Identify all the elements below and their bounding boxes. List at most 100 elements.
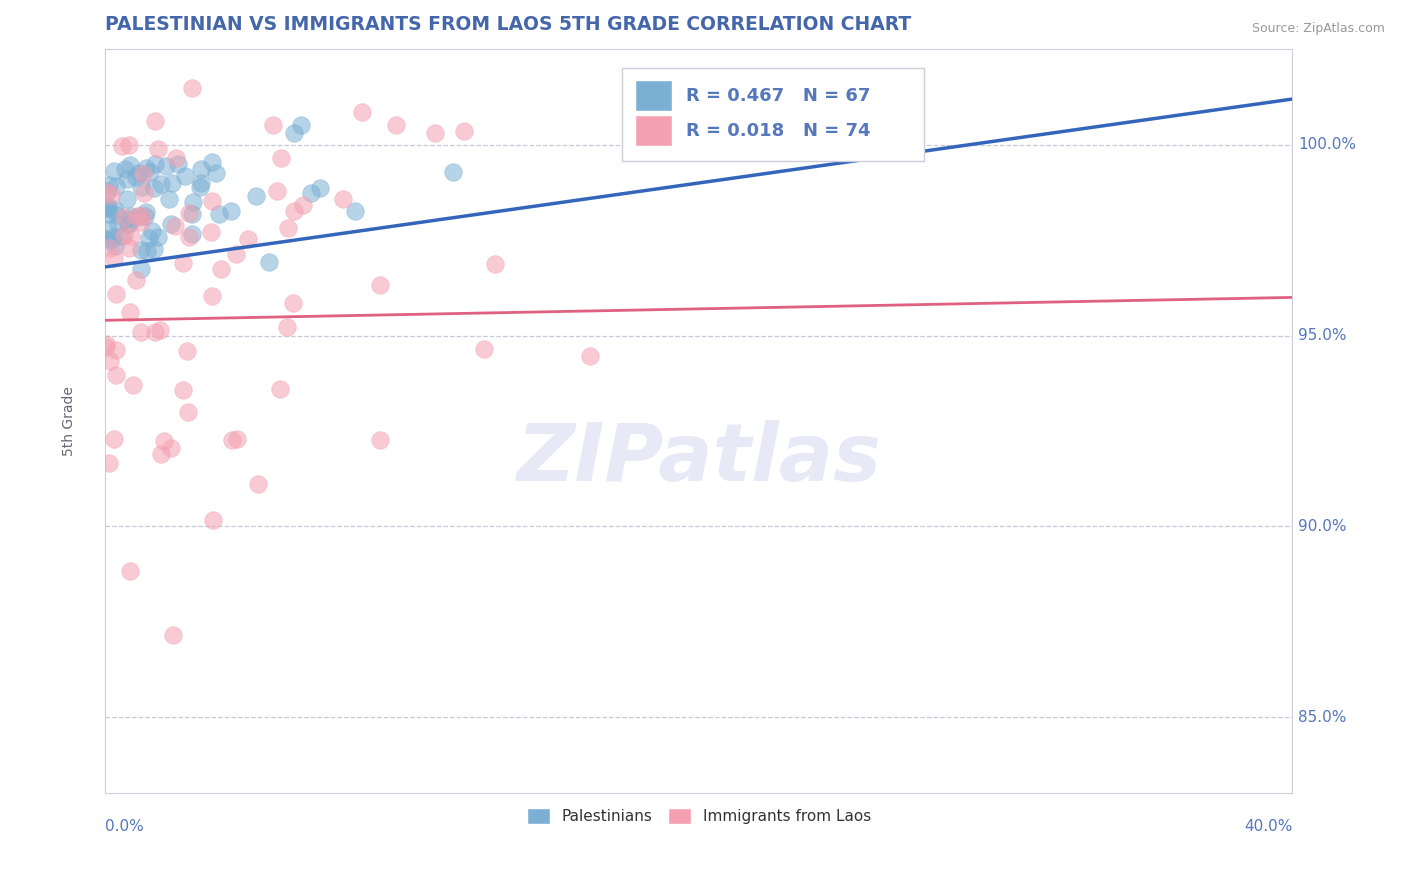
Point [121, 212, 143, 227]
Point [96, 186, 118, 200]
Point [200, 194, 222, 208]
Point [107, 217, 129, 231]
Point [104, 368, 127, 383]
Text: 95.0%: 95.0% [1298, 328, 1347, 343]
Point [120, 305, 142, 319]
Point [167, 156, 190, 170]
Point [135, 161, 157, 175]
Point [201, 289, 224, 303]
Text: 0.0%: 0.0% [105, 820, 145, 834]
Point [127, 209, 149, 223]
Point [183, 195, 205, 210]
Point [205, 166, 228, 180]
Point [98, 207, 121, 221]
Point [118, 242, 141, 256]
Point [160, 217, 183, 231]
Text: PALESTINIAN VS IMMIGRANTS FROM LAOS 5TH GRADE CORRELATION CHART: PALESTINIAN VS IMMIGRANTS FROM LAOS 5TH … [105, 15, 911, 34]
Point [157, 192, 180, 206]
Point [117, 217, 139, 231]
Point [266, 184, 288, 198]
Point [131, 214, 153, 228]
Point [96, 202, 118, 216]
Point [290, 118, 312, 132]
Point [153, 434, 176, 448]
Point [201, 155, 224, 169]
Point [259, 254, 281, 268]
FancyBboxPatch shape [636, 116, 672, 146]
Point [180, 227, 202, 241]
Point [350, 105, 373, 120]
Point [125, 273, 148, 287]
Point [173, 169, 195, 184]
Point [134, 209, 156, 223]
Point [179, 230, 201, 244]
Point [110, 138, 132, 153]
Point [103, 432, 125, 446]
FancyBboxPatch shape [621, 68, 925, 161]
Point [111, 228, 134, 243]
Point [131, 325, 153, 339]
Text: Source: ZipAtlas.com: Source: ZipAtlas.com [1251, 22, 1385, 36]
Point [181, 80, 204, 95]
Point [472, 343, 495, 357]
Point [143, 326, 166, 340]
Point [281, 295, 304, 310]
Point [177, 206, 200, 220]
Point [262, 118, 284, 132]
Point [177, 404, 200, 418]
Point [98, 353, 121, 368]
FancyBboxPatch shape [636, 81, 672, 112]
Point [579, 349, 602, 363]
Point [136, 244, 159, 258]
Text: ZIPatlas: ZIPatlas [516, 419, 882, 498]
Point [134, 186, 156, 201]
Point [96, 340, 118, 354]
Point [97, 456, 120, 470]
Point [209, 261, 232, 276]
Point [100, 241, 122, 255]
Point [118, 158, 141, 172]
Point [368, 433, 391, 447]
Point [159, 442, 181, 456]
Point [118, 137, 141, 152]
Text: R = 0.018   N = 74: R = 0.018 N = 74 [686, 122, 870, 140]
Point [180, 207, 202, 221]
Point [343, 203, 366, 218]
Point [484, 257, 506, 271]
Point [149, 323, 172, 337]
Point [368, 277, 391, 292]
Point [201, 513, 224, 527]
Point [142, 181, 165, 195]
Point [219, 203, 242, 218]
Point [120, 564, 142, 578]
Point [190, 161, 212, 176]
Point [128, 165, 150, 179]
Point [200, 225, 222, 239]
Point [141, 223, 163, 237]
Point [129, 243, 152, 257]
Point [94, 202, 117, 216]
Point [385, 118, 408, 132]
Point [115, 192, 138, 206]
Point [283, 204, 305, 219]
Point [155, 160, 177, 174]
Point [103, 230, 125, 244]
Point [125, 170, 148, 185]
Text: 5th Grade: 5th Grade [62, 386, 76, 457]
Text: R = 0.467   N = 67: R = 0.467 N = 67 [686, 87, 870, 105]
Point [114, 210, 136, 224]
Point [131, 180, 153, 194]
Point [441, 165, 464, 179]
Point [163, 219, 186, 234]
Point [117, 171, 139, 186]
Point [97, 199, 120, 213]
Point [162, 176, 184, 190]
Point [190, 176, 212, 190]
Point [225, 247, 247, 261]
Point [97, 178, 120, 192]
Point [104, 202, 127, 217]
Point [121, 229, 143, 244]
Point [146, 142, 169, 156]
Point [172, 383, 194, 397]
Point [276, 319, 298, 334]
